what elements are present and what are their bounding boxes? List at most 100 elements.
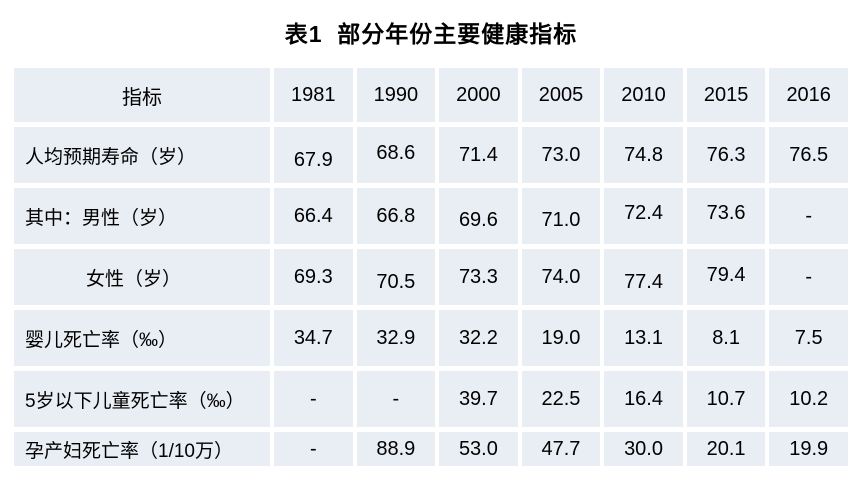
value-cell: 7.5: [769, 310, 848, 366]
cell-value: -: [805, 265, 813, 288]
cell-value: -: [392, 387, 400, 410]
value-cell: 8.1: [686, 310, 766, 366]
cell-value: 69.3: [293, 265, 333, 288]
cell-value: 70.5: [376, 270, 416, 293]
value-cell: 73.3: [439, 249, 518, 305]
header-cell-year: 2005: [521, 68, 601, 122]
value-cell: 20.1: [686, 432, 766, 466]
row-label: 5岁以下儿童死亡率（‰）: [14, 371, 270, 427]
cell-value: 66.4: [293, 204, 333, 227]
header-cell-year: 1990: [356, 68, 436, 122]
cell-value: 32.9: [376, 326, 416, 349]
cell-value: 39.7: [458, 387, 498, 410]
cell-value: 67.9: [293, 148, 333, 171]
value-cell: 71.0: [521, 188, 601, 244]
cell-value: 68.6: [376, 141, 416, 164]
cell-value: 10.2: [789, 387, 829, 410]
table-row: 其中：男性（岁） 66.4 66.8 69.6 71.0 72.4 73.6 -: [14, 188, 848, 244]
cell-value: 76.3: [706, 143, 746, 166]
cell-value: 74.8: [624, 143, 663, 166]
table-title: 表1 部分年份主要健康指标: [284, 21, 578, 47]
cell-value: -: [805, 204, 813, 227]
cell-value: 16.4: [624, 387, 663, 410]
value-cell: 79.4: [686, 249, 766, 305]
value-cell: 32.9: [356, 310, 436, 366]
value-cell: 70.5: [356, 249, 436, 305]
cell-value: -: [309, 387, 317, 410]
cell-value: 73.0: [541, 143, 581, 166]
cell-value: 73.3: [458, 265, 498, 288]
value-cell: 68.6: [356, 127, 436, 183]
row-label: 女性（岁）: [14, 249, 270, 305]
cell-value: 8.1: [712, 326, 740, 349]
value-cell: 39.7: [439, 371, 518, 427]
cell-value: 88.9: [376, 437, 416, 460]
cell-value: 22.5: [541, 387, 581, 410]
cell-value: 19.9: [789, 437, 829, 460]
value-cell: -: [274, 432, 353, 466]
header-cell-year: 1981: [274, 68, 353, 122]
value-cell: 10.7: [686, 371, 766, 427]
cell-value: 71.4: [458, 143, 498, 166]
cell-value: -: [309, 437, 317, 460]
cell-value: 7.5: [794, 326, 823, 349]
header-cell-year: 2015: [686, 68, 766, 122]
cell-value: 71.0: [541, 208, 581, 231]
cell-value: 76.5: [789, 143, 829, 166]
health-indicators-table: 指标 1981 1990 2000 2005 2010 2015 2016 人均预期寿命（岁）…: [10, 63, 852, 471]
value-cell: 22.5: [521, 371, 601, 427]
value-cell: 73.6: [686, 188, 766, 244]
value-cell: 66.8: [356, 188, 436, 244]
table-row: 婴儿死亡率（‰） 34.7 32.9 32.2 19.0 13.1 8.1 7.5: [14, 310, 848, 366]
value-cell: 69.6: [439, 188, 518, 244]
cell-value: 13.1: [624, 326, 663, 349]
value-cell: 74.8: [604, 127, 683, 183]
row-label: 婴儿死亡率（‰）: [14, 310, 270, 366]
table-header-row: 指标 1981 1990 2000 2005 2010 2015 2016: [14, 68, 848, 122]
value-cell: 10.2: [769, 371, 848, 427]
cell-value: 72.4: [624, 201, 663, 224]
value-cell: 32.2: [439, 310, 518, 366]
cell-value: 69.6: [458, 208, 498, 231]
table-row: 人均预期寿命（岁） 67.9 68.6 71.4 73.0 74.8 76.3 76.5: [14, 127, 848, 183]
row-label: 孕产妇死亡率（1/10万）: [14, 432, 270, 466]
value-cell: 88.9: [356, 432, 436, 466]
table-row: 女性（岁） 69.3 70.5 73.3 74.0 77.4 79.4 -: [14, 249, 848, 305]
cell-value: 74.0: [541, 265, 581, 288]
value-cell: 76.5: [769, 127, 848, 183]
value-cell: 66.4: [274, 188, 353, 244]
value-cell: 72.4: [604, 188, 683, 244]
row-label: 其中：男性（岁）: [14, 188, 270, 244]
value-cell: 53.0: [439, 432, 518, 466]
value-cell: -: [769, 249, 848, 305]
cell-value: 30.0: [624, 437, 663, 460]
header-cell-indicator: 指标: [14, 68, 270, 122]
value-cell: -: [769, 188, 848, 244]
header-cell-year: 2016: [769, 68, 848, 122]
value-cell: 13.1: [604, 310, 683, 366]
value-cell: 34.7: [274, 310, 353, 366]
cell-value: 34.7: [293, 326, 333, 349]
value-cell: 19.0: [521, 310, 601, 366]
value-cell: 69.3: [274, 249, 353, 305]
value-cell: 77.4: [604, 249, 683, 305]
cell-value: 77.4: [624, 270, 663, 293]
value-cell: 67.9: [274, 127, 353, 183]
table-row: 5岁以下儿童死亡率（‰） - - 39.7 22.5 16.4 10.7 10.2: [14, 371, 848, 427]
cell-value: 47.7: [541, 437, 581, 460]
value-cell: 16.4: [604, 371, 683, 427]
value-cell: 76.3: [686, 127, 766, 183]
cell-value: 19.0: [541, 326, 581, 349]
row-label: 人均预期寿命（岁）: [14, 127, 270, 183]
cell-value: 66.8: [376, 204, 416, 227]
value-cell: -: [274, 371, 353, 427]
cell-value: 20.1: [706, 437, 746, 460]
cell-value: 10.7: [706, 387, 746, 410]
cell-value: 53.0: [458, 437, 498, 460]
cell-value: 79.4: [706, 263, 746, 286]
header-cell-year: 2010: [604, 68, 683, 122]
cell-value: 73.6: [706, 201, 746, 224]
value-cell: 74.0: [521, 249, 601, 305]
cell-value: 32.2: [458, 326, 498, 349]
header-cell-year: 2000: [439, 68, 518, 122]
